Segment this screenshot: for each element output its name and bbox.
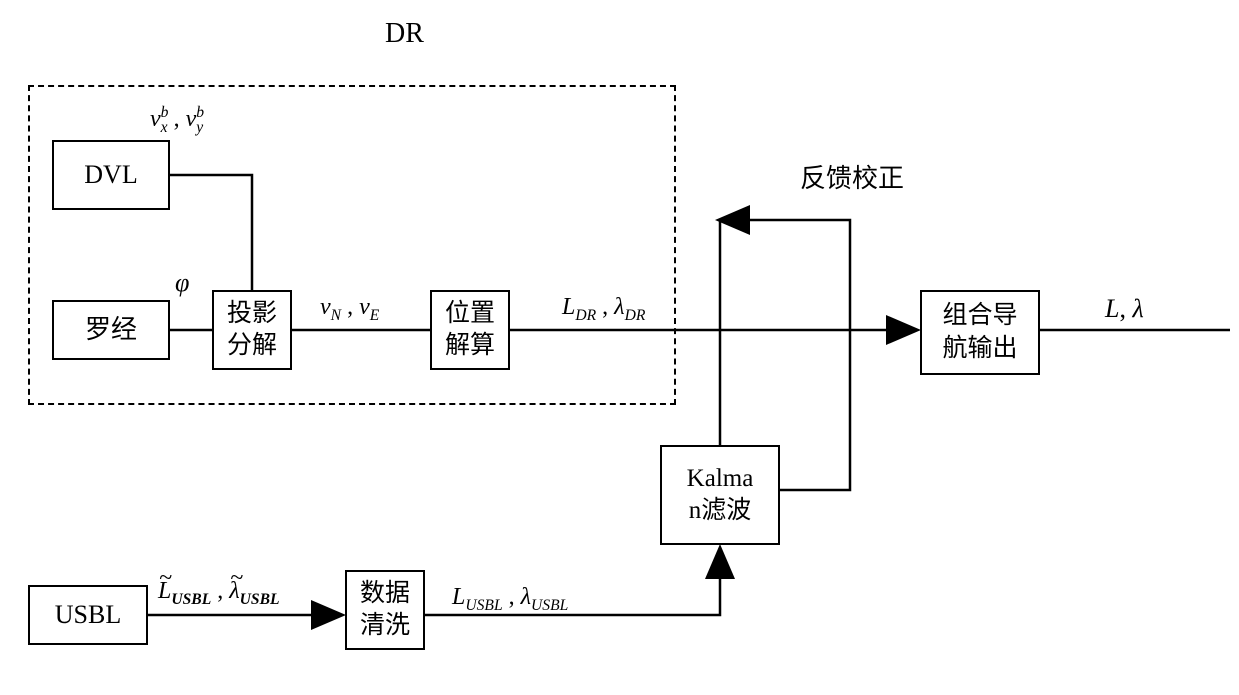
connectors bbox=[0, 0, 1239, 695]
